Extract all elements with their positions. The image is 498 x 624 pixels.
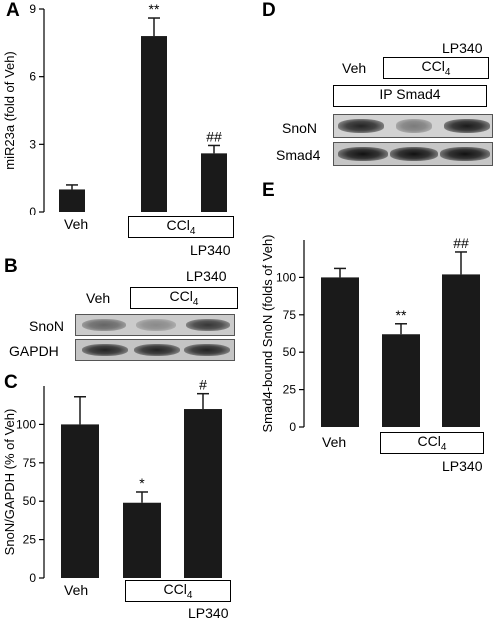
e-ccl4-label: CCl — [417, 433, 441, 449]
d-smad4-band-1 — [338, 147, 388, 161]
c-ccl4-sub: 4 — [186, 589, 193, 601]
d-blot-snon — [333, 114, 493, 138]
d-snon-band-1 — [338, 119, 384, 133]
b-snon-band-3 — [186, 319, 230, 331]
chart-a: 0 3 6 9 miR23a (fold of Veh) ** ## — [2, 1, 227, 215]
d-smad4-band-2 — [390, 147, 438, 161]
d-ccl4-sub: 4 — [444, 66, 451, 78]
significance-label: ## — [206, 128, 222, 144]
panel-letter-d: D — [262, 0, 276, 21]
c-ccl4-box: CCl4 — [125, 580, 231, 602]
a-ccl4-sub: 4 — [189, 225, 196, 237]
significance-label: ** — [149, 1, 160, 17]
b-ccl4-label: CCl — [169, 288, 193, 304]
c-lp340-label: LP340 — [188, 605, 229, 621]
b-snon-band-2 — [136, 319, 176, 331]
bar — [123, 502, 161, 578]
e-ccl4-box: CCl4 — [380, 432, 484, 454]
bar — [141, 36, 167, 212]
b-gapdh-band-3 — [184, 344, 230, 356]
d-snon-band-3 — [444, 119, 490, 133]
significance-label: ** — [396, 307, 407, 323]
bar — [184, 409, 222, 578]
d-ip-label: IP Smad4 — [379, 86, 441, 102]
d-ip-box: IP Smad4 — [333, 85, 487, 107]
y-tick-label: 6 — [29, 70, 36, 84]
e-lp340-label: LP340 — [442, 458, 483, 474]
y-tick-label: 75 — [23, 456, 37, 470]
b-blot-snon — [75, 314, 235, 336]
y-tick-label: 100 — [276, 270, 296, 284]
c-ccl4-label: CCl — [163, 581, 187, 597]
b-gapdh-band-1 — [82, 344, 128, 356]
b-snon-band-1 — [82, 319, 126, 331]
y-tick-label: 75 — [283, 308, 297, 322]
e-veh-label: Veh — [322, 434, 347, 450]
y-axis-label: Smad4-bound SnoN (folds of Veh) — [260, 234, 275, 432]
bar — [321, 277, 359, 427]
y-tick-label: 100 — [16, 417, 36, 431]
significance-label: # — [199, 377, 207, 393]
panel-letter-a: A — [6, 0, 20, 21]
y-axis-label: SnoN/GAPDH (% of Veh) — [2, 409, 17, 556]
bar — [61, 424, 99, 578]
d-ccl4-label: CCl — [421, 58, 445, 74]
panel-letter-c: C — [4, 372, 18, 393]
a-lp340-label: LP340 — [190, 242, 231, 258]
bar — [201, 153, 227, 212]
b-row-label-gapdh: GAPDH — [9, 343, 59, 359]
d-lp340-label: LP340 — [442, 40, 483, 56]
d-row-label-snon: SnoN — [282, 120, 318, 136]
panel-letter-e: E — [262, 180, 275, 201]
y-tick-label: 0 — [29, 571, 36, 585]
y-tick-label: 3 — [29, 137, 36, 151]
b-ccl4-sub: 4 — [192, 296, 199, 308]
significance-label: ## — [453, 235, 469, 251]
significance-label: * — [139, 475, 145, 491]
d-smad4-band-3 — [440, 147, 490, 161]
d-row-label-smad4: Smad4 — [276, 147, 321, 163]
bar — [382, 334, 420, 427]
bar — [59, 189, 85, 212]
y-tick-label: 50 — [23, 494, 37, 508]
a-veh-label: Veh — [64, 216, 89, 232]
a-ccl4-box: CCl4 — [128, 216, 234, 238]
b-lp340-label: LP340 — [186, 268, 227, 284]
panel-letter-b: B — [4, 256, 18, 277]
y-tick-label: 25 — [23, 533, 37, 547]
y-tick-label: 0 — [29, 205, 36, 215]
y-tick-label: 50 — [283, 345, 297, 359]
e-ccl4-sub: 4 — [440, 441, 447, 453]
bar — [442, 274, 480, 427]
b-blot-gapdh — [75, 339, 235, 361]
b-row-label-snon: SnoN — [29, 318, 65, 334]
b-gapdh-band-2 — [134, 344, 180, 356]
d-veh-label: Veh — [342, 60, 367, 76]
d-ccl4-box: CCl4 — [383, 57, 489, 79]
y-axis-label: miR23a (fold of Veh) — [2, 51, 17, 170]
b-veh-label: Veh — [86, 290, 111, 306]
a-ccl4-label: CCl — [166, 217, 190, 233]
y-tick-label: 25 — [283, 383, 297, 397]
y-tick-label: 9 — [29, 2, 36, 16]
c-veh-label: Veh — [64, 582, 89, 598]
b-ccl4-box: CCl4 — [130, 287, 238, 309]
d-blot-smad4 — [333, 142, 493, 166]
d-snon-band-2 — [396, 119, 432, 133]
y-tick-label: 0 — [289, 420, 296, 434]
